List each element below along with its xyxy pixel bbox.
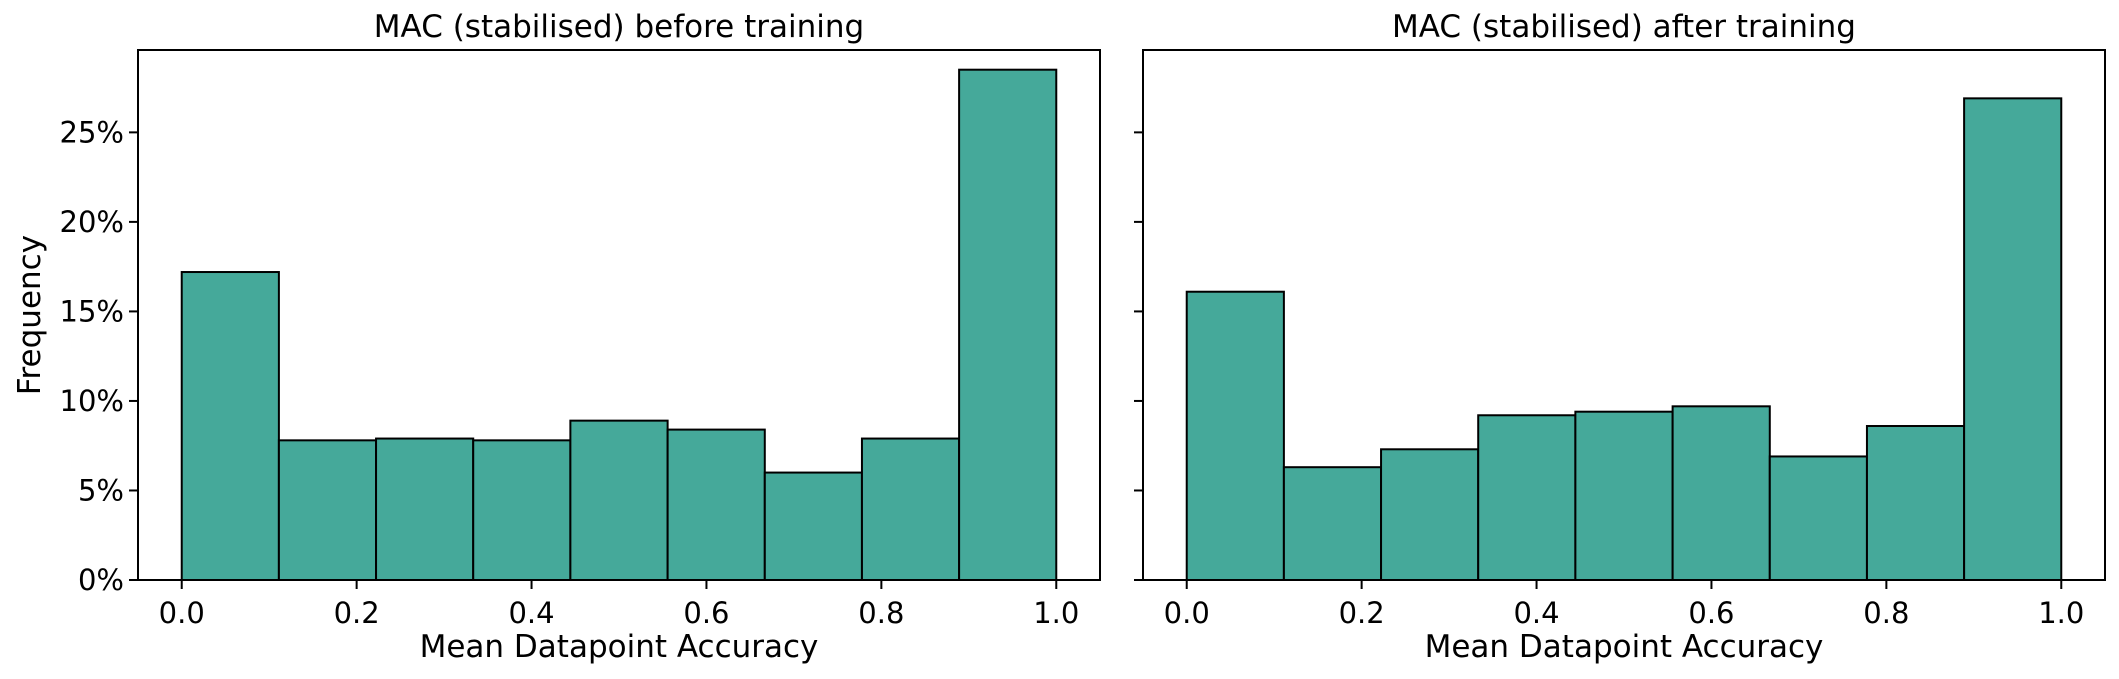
y-axis-label: Frequency — [12, 235, 48, 395]
x-tick-label: 0.4 — [1513, 596, 1559, 630]
y-tick-label: 15% — [60, 294, 124, 328]
chart-title: MAC (stabilised) before training — [374, 9, 864, 45]
x-tick-label: 0.6 — [683, 596, 729, 630]
histogram-bar — [1865, 425, 1966, 581]
x-tick-label: 0.8 — [858, 596, 904, 630]
panel-before-training: 0.0 0.2 0.4 0.6 0.8 1.0 0% 5% 10% 15% 20% 25% MAC (s… — [12, 9, 1101, 665]
x-tick-label: 0.6 — [1688, 596, 1734, 630]
panel-after-training: 0.0 0.2 0.4 0.6 0.8 1.0 MAC (stabilised) after… — [1134, 9, 2106, 665]
histogram-bar — [1185, 290, 1285, 581]
histogram-bar — [666, 428, 766, 582]
x-tick-label: 0.2 — [334, 596, 380, 630]
x-tick-label: 0.4 — [508, 596, 554, 630]
x-tick-label: 0.0 — [159, 596, 205, 630]
histogram-bar — [375, 437, 475, 581]
x-tick-label: 1.0 — [2038, 596, 2084, 630]
histogram-bar — [569, 419, 669, 582]
x-axis-label: Mean Datapoint Accuracy — [1425, 629, 1824, 665]
histogram-bar — [958, 68, 1058, 581]
histogram-bar — [472, 439, 572, 581]
x-axis-label: Mean Datapoint Accuracy — [420, 629, 819, 665]
y-tick-label: 20% — [60, 205, 124, 239]
histogram-bar — [1768, 455, 1868, 581]
histogram-bar — [1671, 405, 1771, 581]
histogram-bar — [1963, 97, 2063, 581]
histogram-bar — [1282, 466, 1383, 582]
y-tick-label: 0% — [78, 563, 124, 597]
chart-title: MAC (stabilised) after training — [1392, 9, 1856, 45]
histogram-bar — [180, 271, 280, 581]
histogram-bar — [1477, 414, 1577, 581]
plot-frame — [1142, 49, 2106, 581]
x-tick-label: 0.2 — [1339, 596, 1385, 630]
x-tick-label: 0.0 — [1164, 596, 1210, 630]
histogram-bar — [763, 471, 863, 581]
y-tick-label: 5% — [78, 473, 124, 507]
histogram-bar — [1574, 410, 1674, 581]
y-tick-label: 10% — [60, 384, 124, 418]
x-tick-label: 1.0 — [1033, 596, 1079, 630]
histogram-bar — [860, 437, 961, 581]
x-tick-label: 0.8 — [1863, 596, 1909, 630]
histogram-bar — [277, 439, 378, 581]
y-tick-label: 25% — [60, 115, 124, 149]
histogram-bar — [1380, 448, 1480, 581]
plot-frame — [137, 49, 1101, 581]
